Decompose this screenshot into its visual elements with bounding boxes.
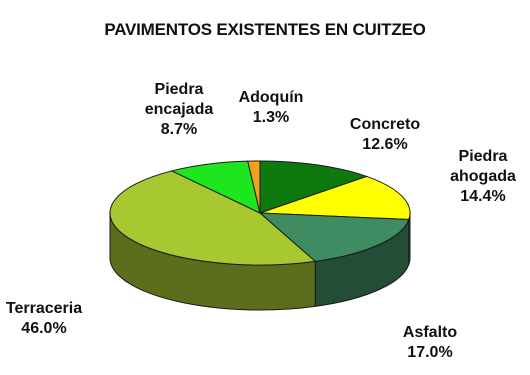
pie-slice-piedra-encajada xyxy=(170,160,261,214)
pie-slice-terraceria xyxy=(109,170,317,266)
data-label-terraceria: Terraceria 46.0% xyxy=(5,300,83,337)
pie-slice-piedra-ahogada xyxy=(259,175,411,221)
chart-title: PAVIMENTOS EXISTENTES EN CUITZEO xyxy=(104,20,426,39)
pie-slice-concreto xyxy=(259,160,369,214)
pie-slice-asfalto xyxy=(258,212,410,262)
pie-slice-adoquin xyxy=(247,160,261,214)
data-label-piedra-encajada: Piedra encajada 8.7% xyxy=(144,81,214,138)
data-label-piedra-ahogada: Piedra ahogada 14.4% xyxy=(450,148,516,205)
data-label-asfalto: Asfalto 17.0% xyxy=(402,324,458,361)
data-label-adoquin: Adoquín 1.3% xyxy=(238,89,304,126)
data-label-concreto: Concreto 12.6% xyxy=(349,116,421,153)
